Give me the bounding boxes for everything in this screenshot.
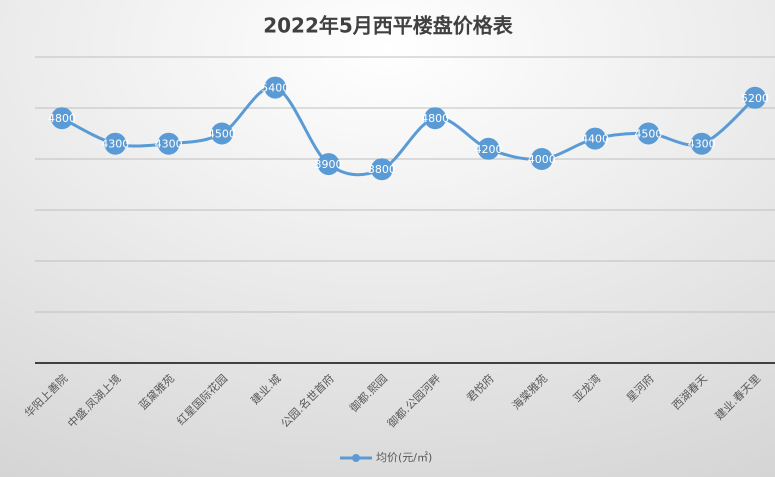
marker xyxy=(477,137,500,160)
legend-label: 均价(元/㎡) xyxy=(376,451,432,464)
data-label: 4800 xyxy=(421,112,449,125)
marker xyxy=(637,122,660,145)
chart-title: 2022年5月西平楼盘价格表 xyxy=(263,14,514,38)
data-label: 3900 xyxy=(315,158,343,171)
marker xyxy=(51,107,73,130)
marker xyxy=(744,86,766,109)
data-label: 4300 xyxy=(101,138,129,151)
marker xyxy=(157,132,180,155)
marker xyxy=(104,132,127,155)
marker xyxy=(584,127,607,150)
data-label: 4300 xyxy=(155,138,183,151)
marker xyxy=(424,107,447,130)
data-label: 4000 xyxy=(528,153,556,166)
marker xyxy=(264,76,287,99)
data-label: 4500 xyxy=(208,128,236,141)
data-label: 4400 xyxy=(581,133,609,146)
marker xyxy=(690,132,713,155)
data-label: 4800 xyxy=(48,112,76,125)
marker xyxy=(530,148,553,170)
marker xyxy=(317,153,340,176)
data-label: 3800 xyxy=(368,163,396,176)
data-label: 5200 xyxy=(741,92,769,105)
data-label: 4300 xyxy=(688,138,716,151)
data-label: 4200 xyxy=(474,143,502,156)
marker xyxy=(370,158,393,181)
marker xyxy=(210,122,233,145)
legend-marker xyxy=(352,454,360,462)
data-label: 4500 xyxy=(634,128,662,141)
data-label: 5400 xyxy=(261,82,289,95)
